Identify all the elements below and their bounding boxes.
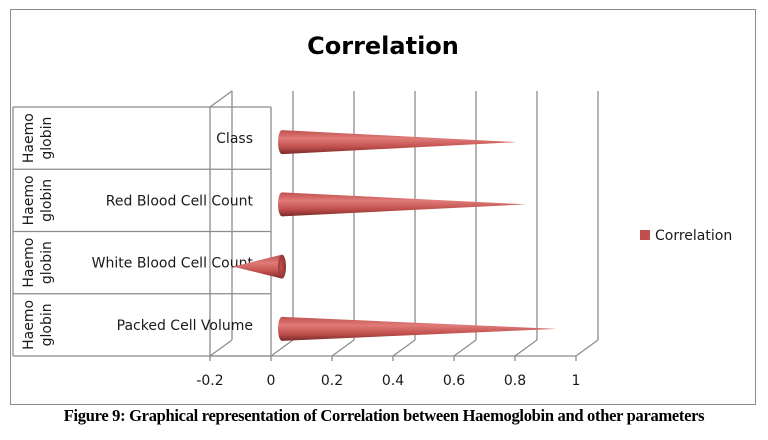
outer-category-text: Haemo [21, 300, 37, 350]
outer-category-text: globin [39, 241, 55, 284]
legend-label: Correlation [655, 228, 732, 244]
floor-gridline [514, 339, 538, 357]
x-axis: -0.2 0 0.2 0.4 0.6 0.8 1 [196, 356, 580, 389]
cone-body [282, 316, 557, 341]
floor-gridline [453, 339, 477, 357]
floor-gridline [209, 339, 233, 357]
outer-category-text: Haemo [21, 175, 37, 225]
cone-bar [278, 192, 526, 217]
cone-body [282, 130, 517, 155]
category-label: Packed Cell Volume [117, 318, 253, 334]
cone-bar [278, 130, 517, 155]
tick-label: 0.4 [382, 373, 404, 389]
outer-category-label: Haemo globin [21, 238, 55, 288]
tick-label: 0 [267, 373, 276, 389]
outer-category-text: Haemo [21, 113, 37, 163]
outer-category-text: globin [39, 117, 55, 160]
floor-gridline [392, 339, 416, 357]
floor-gridline [270, 339, 294, 357]
outer-category-text: Haemo [21, 238, 37, 288]
outer-category-label: Haemo globin [21, 113, 55, 163]
legend: Correlation [640, 228, 732, 244]
floor-gridline [575, 339, 599, 357]
side-wall-top-edge [209, 90, 233, 108]
chart-title: Correlation [307, 32, 459, 60]
cone-base [278, 316, 286, 341]
cone-body [233, 254, 282, 279]
tick-label: 0.8 [504, 373, 526, 389]
cone-base [278, 192, 286, 217]
cone-body [282, 192, 526, 217]
tick-label: 1 [572, 373, 581, 389]
gridlines [209, 90, 599, 357]
outer-category-text: globin [39, 303, 55, 346]
outer-category-label: Haemo globin [21, 300, 55, 350]
figure-caption: Figure 9: Graphical representation of Co… [63, 406, 705, 425]
cone-bar [233, 254, 286, 279]
outer-category-text: globin [39, 179, 55, 222]
tick-label: 0.6 [443, 373, 465, 389]
tick-label: -0.2 [196, 373, 223, 389]
category-label: White Blood Cell Count [92, 256, 254, 272]
category-label: Red Blood Cell Count [106, 193, 254, 209]
cone-base [278, 130, 286, 155]
legend-swatch [640, 230, 650, 240]
chart-frame [10, 9, 756, 405]
tick-label: 0.2 [321, 373, 343, 389]
outer-category-label: Haemo globin [21, 175, 55, 225]
cone-bar [278, 316, 557, 341]
floor-gridline [331, 339, 355, 357]
cone-base [278, 254, 286, 279]
series-correlation [233, 130, 557, 341]
category-label: Class [216, 131, 253, 147]
